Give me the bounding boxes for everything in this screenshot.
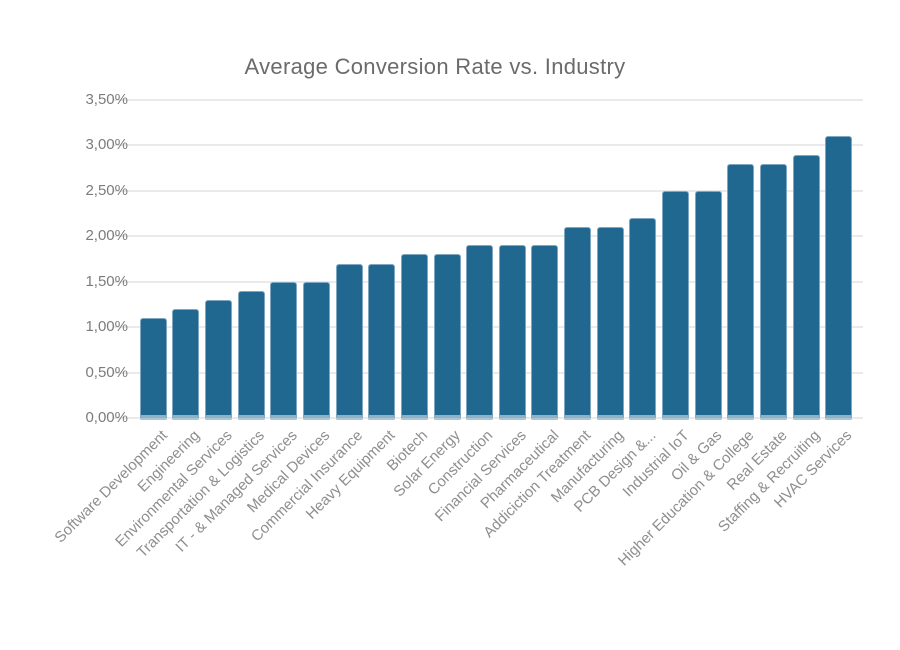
bar [792, 154, 820, 420]
bar-baseline-dash [759, 418, 787, 420]
bar-baseline-dash [172, 418, 200, 420]
bar-baseline-dash [466, 418, 494, 420]
bar [335, 263, 363, 420]
bar [629, 218, 657, 420]
bar [662, 190, 689, 420]
bar-baseline-dash [825, 418, 853, 420]
bar [400, 254, 428, 420]
y-axis-tick-label: 3,00% [85, 136, 128, 154]
bar-baseline-dash [139, 418, 167, 420]
bar-baseline-dash [237, 418, 265, 420]
y-axis-tick-label: 1,00% [85, 318, 128, 336]
bar [727, 163, 755, 420]
bar [172, 308, 200, 420]
bar-baseline-dash [727, 418, 755, 420]
y-axis-tick-label: 2,50% [85, 181, 128, 199]
bar [498, 245, 526, 420]
y-axis-tick-label: 0,00% [85, 409, 128, 426]
bar [531, 245, 559, 420]
bar-baseline-dash [531, 418, 559, 420]
y-axis-tick-label: 0,50% [85, 363, 128, 381]
bar [368, 263, 396, 420]
bar [237, 290, 265, 420]
bar-baseline-dash [694, 418, 722, 420]
bar-baseline-dash [662, 418, 689, 420]
bar-baseline-dash [205, 418, 233, 420]
bar-baseline-dash [303, 418, 330, 420]
gridline [113, 189, 863, 192]
bar-baseline-dash [792, 418, 820, 420]
y-axis-tick-label: 3,50% [85, 91, 128, 108]
bar [564, 227, 592, 420]
bar [303, 281, 330, 420]
bar-baseline-dash [270, 418, 298, 420]
bar-baseline-dash [368, 418, 396, 420]
bar [466, 245, 494, 420]
bar-baseline-dash [335, 418, 363, 420]
bar-baseline-dash [400, 418, 428, 420]
bar [596, 227, 624, 420]
bar-baseline-dash [629, 418, 657, 420]
bar [825, 136, 853, 420]
plot-area [113, 99, 863, 420]
bar [139, 318, 167, 420]
gridline [113, 144, 863, 147]
bar [694, 190, 722, 420]
bar-baseline-dash [596, 418, 624, 420]
bar [205, 299, 233, 420]
bar-baseline-dash [498, 418, 526, 420]
y-axis-tick-label: 2,00% [85, 227, 128, 245]
bar [270, 281, 298, 420]
bar [759, 163, 787, 420]
gridline [113, 235, 863, 238]
bar-baseline-dash [433, 418, 461, 420]
bar [433, 254, 461, 420]
chart-title: Average Conversion Rate vs. Industry [244, 54, 626, 79]
y-axis-tick-label: 1,50% [85, 272, 128, 290]
gridline [113, 99, 863, 101]
bar-baseline-dash [564, 418, 592, 420]
